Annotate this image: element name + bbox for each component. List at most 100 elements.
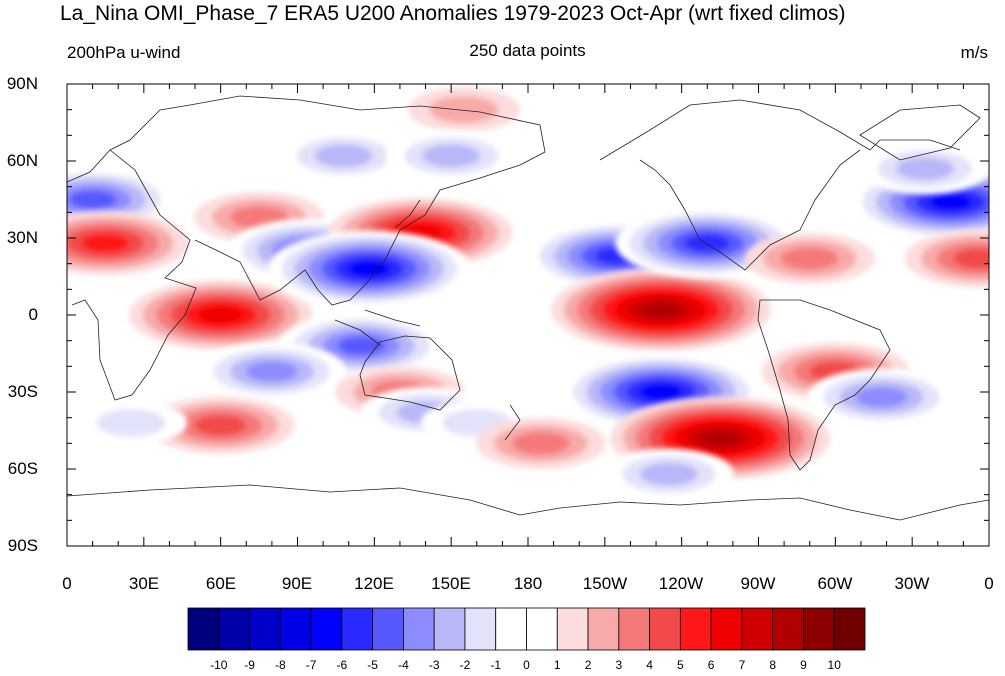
lat-label-60n: 60N: [6, 151, 38, 170]
coastline-newzealand: [504, 404, 521, 441]
colorbar-label: -7: [305, 658, 317, 672]
colorbar-label: 6: [707, 658, 715, 672]
colorbar-label: 3: [615, 658, 623, 672]
anomaly-contour: [639, 383, 683, 401]
colorbar-swatch: [310, 607, 343, 651]
lat-label-90s: 90S: [7, 536, 38, 555]
coastline-indonesia: [334, 309, 421, 346]
anomaly-contour: [347, 260, 391, 277]
coastline-japan: [394, 199, 421, 229]
colorbar-swatch: [433, 607, 466, 651]
colorbar-swatch: [833, 607, 866, 651]
anomaly-center-21: [744, 232, 875, 285]
anomaly-contour: [429, 95, 499, 124]
lat-label-60s: 60S: [7, 459, 38, 478]
coastline-north-america: [599, 99, 961, 271]
anomaly-contour: [337, 336, 386, 355]
coastline-eurasia: [67, 95, 546, 306]
anomaly-contour: [246, 361, 298, 382]
anomaly-contour: [314, 144, 373, 168]
anomaly-contour: [929, 193, 972, 211]
colorbar-label: -6: [336, 658, 348, 672]
lon-label-90w: 90W: [740, 574, 776, 593]
coastlines: [67, 95, 989, 521]
coastline-south-america: [757, 299, 891, 471]
colorbar-label: 5: [677, 658, 684, 672]
anomaly-contour: [855, 387, 908, 408]
colorbar-label: -5: [367, 658, 378, 672]
colorbar-label: -4: [398, 658, 409, 672]
anomaly-center-28: [75, 400, 188, 446]
colorbar-label: 10: [827, 658, 841, 672]
colorbar-label: -3: [428, 658, 440, 672]
colorbar-swatch: [649, 607, 681, 651]
colorbar-swatch: [741, 607, 774, 651]
anomaly-contour: [780, 247, 839, 270]
anomaly-center-29: [475, 417, 606, 469]
anomaly-center-7: [268, 230, 471, 308]
colorbar-swatch: [679, 607, 712, 651]
lon-label-120w: 120W: [658, 574, 704, 593]
colorbar-label: -8: [274, 658, 286, 672]
colorbar-label: -2: [459, 658, 471, 672]
colorbar-label: 1: [553, 658, 561, 672]
lon-label-30w: 30W: [894, 574, 930, 593]
anomaly-contour: [640, 302, 682, 318]
coastline-africa: [71, 149, 197, 401]
colorbar-swatch: [710, 607, 743, 651]
colorbar-swatch: [372, 607, 404, 651]
colorbar-label: 9: [800, 658, 807, 672]
anomaly-center-23: [807, 368, 956, 426]
colorbar-label: -9: [244, 658, 255, 672]
colorbar: [187, 607, 866, 651]
anomaly-contour: [684, 234, 730, 252]
colorbar-swatch: [587, 607, 620, 651]
lon-label-150w: 150W: [582, 574, 628, 593]
colorbar-swatch: [187, 607, 220, 651]
lon-label-0: 0: [62, 574, 72, 593]
anomaly-contour: [194, 415, 247, 436]
anomaly-center-26: [859, 143, 989, 195]
axis-ticks: [66, 83, 990, 547]
lat-label-30s: 30S: [7, 382, 38, 401]
lon-label-180: 180: [513, 574, 543, 593]
coastline-greenland: [859, 104, 981, 161]
anomaly-center-5: [278, 130, 409, 182]
anomaly-contour: [198, 306, 243, 324]
anomaly-center-1: [67, 211, 189, 276]
anomaly-contour: [68, 190, 117, 209]
lon-label-60e: 60E: [205, 574, 237, 593]
anomaly-contour: [511, 431, 570, 455]
lon-label-150e: 150E: [431, 574, 471, 593]
lon-label-90e: 90E: [281, 574, 313, 593]
colorbar-swatch: [526, 607, 558, 651]
anomaly-center-14: [386, 130, 517, 182]
lat-label-30n: 30N: [6, 228, 38, 247]
anomaly-field: [67, 87, 989, 500]
colorbar-swatch: [772, 607, 804, 651]
colorbar-label: 2: [584, 658, 592, 672]
colorbar-label: -1: [490, 658, 502, 672]
map-title: La_Nina OMI_Phase_7 ERA5 U200 Anomalies …: [60, 2, 846, 25]
units-label: m/s: [960, 43, 988, 62]
anomaly-contour: [639, 462, 698, 486]
anomaly-center-13: [407, 87, 520, 133]
colorbar-swatch: [464, 607, 497, 651]
anomaly-center-9: [197, 342, 346, 401]
colorbar-swatch: [249, 607, 281, 651]
anomaly-contour: [953, 248, 989, 269]
colorbar-swatch: [618, 607, 650, 651]
colorbar-label: 8: [769, 658, 777, 672]
anomaly-contour: [81, 233, 130, 253]
colorbar-swatch: [341, 607, 374, 651]
lon-label-30e: 30E: [128, 574, 160, 593]
anomaly-center-20: [603, 448, 734, 500]
anomaly-contour: [422, 144, 481, 168]
anomaly-center-16: [551, 268, 772, 352]
colorbar-swatch: [803, 607, 835, 651]
colorbar-swatch: [556, 607, 589, 651]
colorbar-swatch: [403, 607, 435, 651]
anomaly-contour: [896, 157, 954, 181]
colorbar-swatch: [279, 607, 312, 651]
